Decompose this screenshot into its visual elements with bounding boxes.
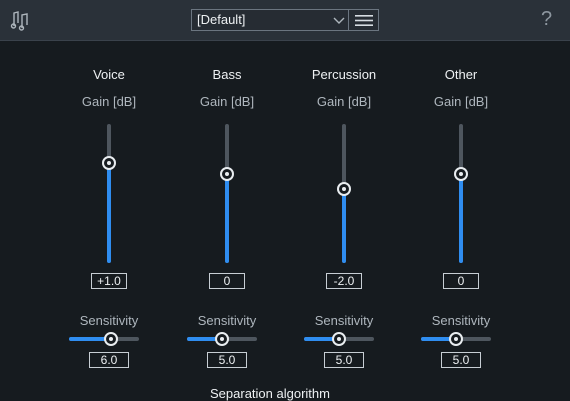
channel-voice: Voice Gain [dB] +1.0 Sensitivity 6.0 xyxy=(51,0,167,400)
channel-name: Percussion xyxy=(311,67,377,82)
gain-slider-thumb[interactable] xyxy=(337,182,351,197)
gain-value-field[interactable]: +1.0 xyxy=(91,273,127,289)
sensitivity-slider-thumb[interactable] xyxy=(215,332,229,346)
music-note-icon[interactable] xyxy=(10,9,32,31)
channel-name: Bass xyxy=(212,67,242,82)
gain-slider-fill xyxy=(107,162,111,263)
gain-value-field[interactable]: 0 xyxy=(209,273,245,289)
gain-label: Gain [dB] xyxy=(316,94,372,109)
sensitivity-label: Sensitivity xyxy=(314,313,374,328)
sensitivity-value-field[interactable]: 6.0 xyxy=(89,352,129,368)
sensitivity-slider-fill xyxy=(187,337,222,341)
sensitivity-label: Sensitivity xyxy=(197,313,257,328)
gain-slider-thumb[interactable] xyxy=(220,167,234,182)
gain-slider-fill xyxy=(459,174,463,263)
sensitivity-value-field[interactable]: 5.0 xyxy=(441,352,481,368)
gain-slider-fill xyxy=(225,174,229,263)
gain-slider-track[interactable] xyxy=(459,124,463,263)
chevron-down-icon[interactable] xyxy=(333,16,345,25)
sensitivity-slider-thumb[interactable] xyxy=(449,332,463,346)
channel-bass: Bass Gain [dB] 0 Sensitivity 5.0 xyxy=(169,0,285,400)
gain-label: Gain [dB] xyxy=(81,94,137,109)
hamburger-menu-icon[interactable] xyxy=(355,14,373,27)
gain-value-field[interactable]: 0 xyxy=(443,273,479,289)
channel-other: Other Gain [dB] 0 Sensitivity 5.0 xyxy=(403,0,519,400)
channel-name: Voice xyxy=(93,67,125,82)
channel-name: Other xyxy=(444,67,478,82)
gain-slider-track[interactable] xyxy=(225,124,229,263)
sensitivity-slider-fill xyxy=(304,337,339,341)
sensitivity-slider-fill xyxy=(69,337,111,341)
sensitivity-value-field[interactable]: 5.0 xyxy=(324,352,364,368)
sensitivity-slider-thumb[interactable] xyxy=(332,332,346,346)
help-icon[interactable]: ? xyxy=(541,8,553,30)
gain-slider-thumb[interactable] xyxy=(102,155,116,170)
preset-value: [Default] xyxy=(197,12,246,27)
gain-slider-track[interactable] xyxy=(107,124,111,263)
sensitivity-label: Sensitivity xyxy=(79,313,139,328)
gain-value-field[interactable]: -2.0 xyxy=(326,273,362,289)
sensitivity-slider-thumb[interactable] xyxy=(104,332,118,346)
preset-divider xyxy=(348,10,349,30)
sensitivity-value-field[interactable]: 5.0 xyxy=(207,352,247,368)
separation-algorithm-label: Separation algorithm xyxy=(210,386,330,401)
gain-slider-fill xyxy=(342,189,346,263)
top-bar: [Default] ? xyxy=(0,0,570,41)
preset-dropdown[interactable]: [Default] xyxy=(191,9,379,31)
gain-label: Gain [dB] xyxy=(433,94,489,109)
sensitivity-slider-fill xyxy=(421,337,456,341)
gain-slider-thumb[interactable] xyxy=(454,167,468,182)
gain-label: Gain [dB] xyxy=(199,94,255,109)
sensitivity-label: Sensitivity xyxy=(431,313,491,328)
channel-percussion: Percussion Gain [dB] -2.0 Sensitivity 5.0 xyxy=(286,0,402,400)
